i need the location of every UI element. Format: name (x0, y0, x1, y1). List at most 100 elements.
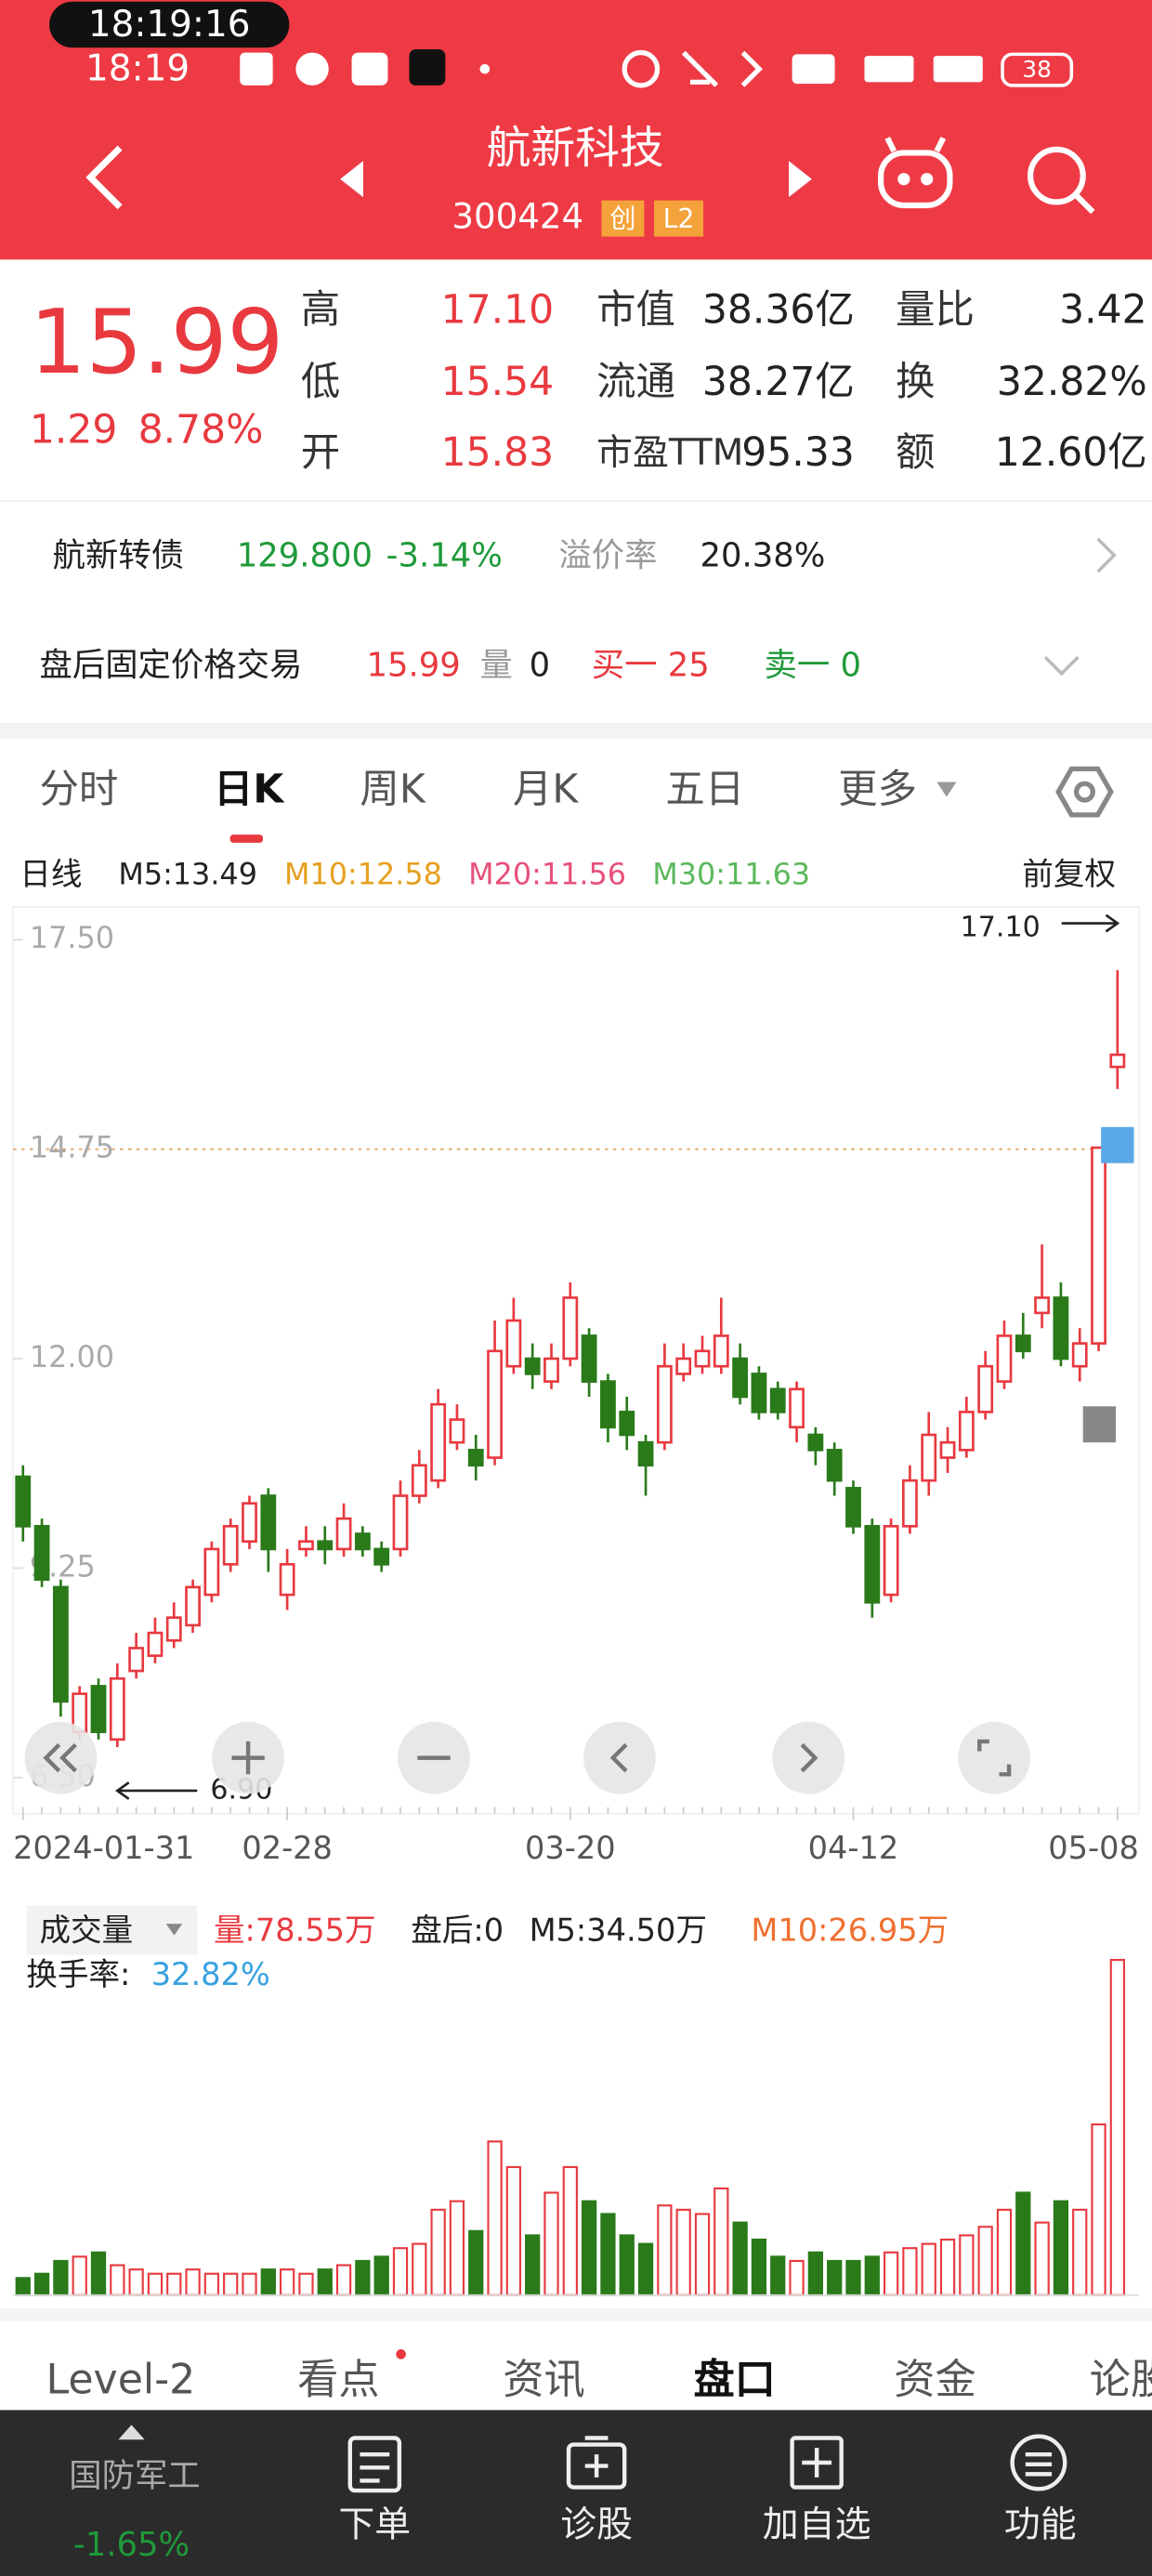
candle-body (411, 1464, 427, 1497)
candle-body (789, 1387, 805, 1429)
volume-bar (53, 2259, 69, 2296)
separator (0, 722, 1152, 740)
nav-item[interactable]: 加自选 (763, 2504, 871, 2545)
candle-body (769, 1387, 786, 1413)
volume-bar (110, 2264, 125, 2296)
bottom-tabs: Level-2 看点 资讯 盘口 资金 论股 (46, 2356, 1152, 2403)
bottom-tab[interactable]: 盘口 (693, 2356, 775, 2403)
stat-label: 量比 (896, 287, 975, 333)
candle-body (449, 1418, 465, 1444)
volume-bar (166, 2272, 182, 2296)
volume-bar (807, 2251, 824, 2296)
volume-bar (223, 2272, 239, 2296)
volume-bar (185, 2268, 201, 2296)
bottom-tab[interactable]: 资金 (894, 2356, 975, 2403)
volume-bar (279, 2268, 295, 2296)
volume-bar (15, 2277, 31, 2296)
period-tab[interactable]: 分时 (39, 768, 118, 813)
volume-bar (751, 2238, 767, 2296)
bid: 买一 25 (592, 647, 710, 685)
ma-legend: M10:12.58 (284, 856, 442, 891)
bond-name[interactable]: 航新转债 (53, 536, 184, 574)
stat-label: 高 (301, 287, 340, 333)
volume-bar (713, 2187, 729, 2296)
x-tick-label: 02-28 (242, 1830, 333, 1866)
ask: 卖一 0 (765, 647, 861, 685)
chevron[interactable] (1096, 537, 1117, 573)
volume-bar (355, 2259, 371, 2296)
candle-body (807, 1433, 824, 1452)
y-tick-label: 17.50 (30, 920, 114, 955)
y-tick-label: 14.75 (30, 1130, 114, 1165)
candle-body (751, 1373, 767, 1413)
candle-body (354, 1532, 371, 1551)
volume-bar (1015, 2191, 1031, 2296)
sector[interactable]: 国防军工 (69, 2457, 200, 2495)
candle-body (996, 1334, 1013, 1383)
stat-label: 额 (896, 430, 935, 476)
candle-body (619, 1411, 635, 1437)
period-tab[interactable]: 五日 (665, 768, 744, 813)
chart-frame (12, 905, 1140, 1815)
expand[interactable] (1043, 655, 1080, 677)
x-tick-label: 03-20 (525, 1830, 616, 1866)
candle-body (524, 1357, 541, 1375)
max-arrow (1061, 913, 1120, 933)
volume-bar (128, 2268, 144, 2296)
volume-chart (13, 1958, 1139, 2296)
settings-icon[interactable] (1055, 766, 1114, 818)
back-button[interactable] (85, 145, 123, 210)
stat-value: 95.33 (741, 430, 855, 476)
candle-body (392, 1494, 409, 1551)
status-time: 18:19 (85, 48, 190, 90)
period-tab[interactable]: 月K (513, 768, 579, 813)
period-tab[interactable]: 日K (214, 768, 285, 813)
volume-bar (637, 2242, 654, 2296)
period-tab[interactable]: 周K (360, 768, 425, 813)
chart-toolbar (24, 1721, 1031, 1794)
candle-body (977, 1364, 994, 1413)
nav-item[interactable]: 下单 (338, 2504, 411, 2545)
volume-bar (147, 2272, 164, 2296)
stat-value: 3.42 (1059, 287, 1147, 333)
prev-stock[interactable] (340, 161, 363, 198)
bottom-tab[interactable]: Level-2 (46, 2356, 196, 2403)
bottom-tab[interactable]: 论股 (1090, 2356, 1152, 2403)
candle-body (52, 1585, 69, 1703)
volume-bar (1109, 1958, 1125, 2296)
volume-bar (562, 2165, 578, 2296)
toolbar-icons[interactable] (43, 1739, 1012, 1777)
clock: 18:19:16 (88, 4, 251, 46)
candle-body (1071, 1342, 1088, 1368)
next-stock[interactable] (789, 161, 812, 198)
robot-icon[interactable] (878, 137, 953, 209)
premium: 20.38% (700, 536, 826, 574)
more-arrow (936, 782, 957, 797)
bond-change: -3.14% (386, 536, 503, 574)
stat-value: 15.83 (441, 430, 555, 476)
candle-body (713, 1334, 729, 1368)
candle-body (109, 1676, 125, 1741)
nav-item[interactable]: 功能 (1004, 2504, 1077, 2545)
stat-value: 32.82% (997, 360, 1147, 405)
volume-bar (827, 2259, 843, 2296)
candle-body (958, 1411, 975, 1452)
candle-body (675, 1357, 692, 1375)
volume-bar (939, 2238, 956, 2296)
candle-body (505, 1319, 522, 1368)
max-note: 17.10 (961, 911, 1041, 943)
volume-bar (977, 2226, 993, 2296)
candle-body (128, 1647, 145, 1673)
nav-item[interactable]: 诊股 (560, 2504, 633, 2545)
search-icon[interactable] (1028, 146, 1095, 215)
period-tab[interactable]: 更多 (838, 768, 917, 813)
stat-label: 市值 (596, 287, 675, 333)
bottom-tab[interactable]: 看点 (297, 2356, 379, 2403)
bottom-tab[interactable]: 资讯 (503, 2356, 584, 2403)
settings-icon (1073, 781, 1095, 803)
ma-line-label: 日线 (20, 856, 82, 892)
adjust-mode[interactable]: 前复权 (1022, 856, 1116, 892)
volume-selector[interactable] (26, 1905, 198, 1955)
candle-body (694, 1349, 711, 1368)
